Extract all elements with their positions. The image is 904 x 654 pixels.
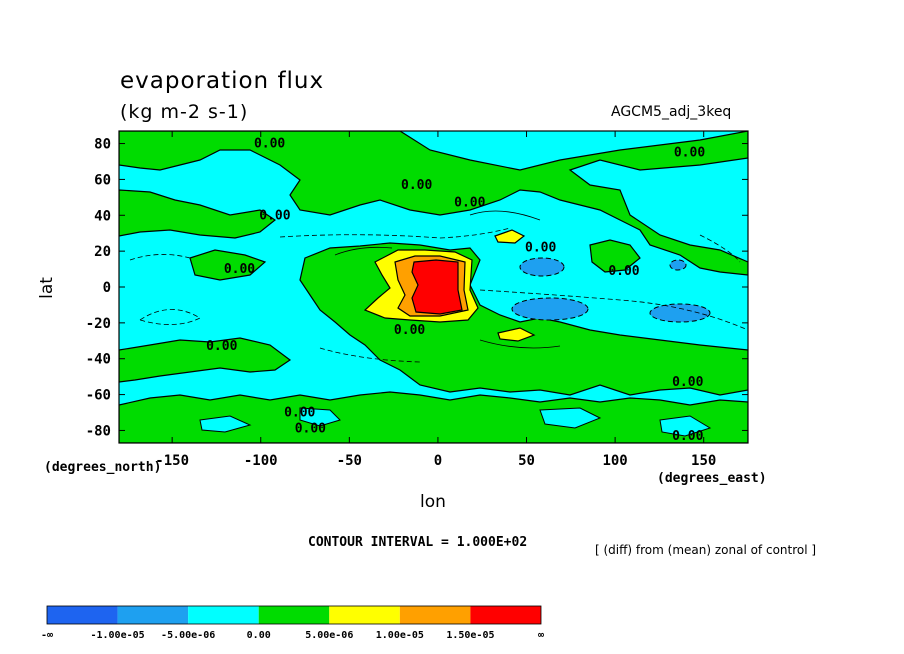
colorbar-swatch bbox=[470, 606, 541, 624]
contour-label: 0.00 bbox=[254, 137, 285, 152]
colorbar-label: 1.00e-05 bbox=[376, 630, 424, 641]
yellow-east bbox=[494, 229, 526, 244]
colorbar-swatch bbox=[117, 606, 189, 624]
contour-9 bbox=[469, 210, 541, 221]
region-east-arm bbox=[589, 239, 641, 273]
colorbar-label: -1.00e-05 bbox=[90, 630, 144, 641]
colorbar-swatch bbox=[47, 606, 118, 624]
contour-label: 0.00 bbox=[259, 208, 290, 223]
y-tick-label: -60 bbox=[86, 388, 111, 404]
x-tick-label: 50 bbox=[518, 453, 535, 469]
colorbar-label: 1.50e-05 bbox=[446, 630, 494, 641]
x-tick-label: 100 bbox=[602, 453, 627, 469]
x-unit-label: (degrees_east) bbox=[657, 471, 767, 486]
map-field: 0.000.000.000.000.000.000.00 0.000.000.00… bbox=[119, 131, 748, 444]
x-tick-label: 0 bbox=[434, 453, 442, 469]
colorbar-swatch bbox=[329, 606, 400, 624]
patch-b bbox=[539, 407, 602, 429]
y-tick-label: 60 bbox=[94, 172, 111, 188]
x-tick-label: 150 bbox=[691, 453, 716, 469]
contour-label: 0.00 bbox=[401, 178, 432, 193]
colorbar: -∞ -1.00e-05 -5.00e-06 0.00 5.00e-06 1.00e-05… bbox=[41, 605, 544, 641]
y-tick-label: -20 bbox=[86, 316, 111, 332]
strong-negative bbox=[511, 257, 711, 323]
region-arctic-west bbox=[119, 131, 748, 276]
neg-1 bbox=[519, 257, 565, 277]
x-tick-label: -150 bbox=[155, 453, 189, 469]
colorbar-frame bbox=[46, 605, 542, 625]
contour-labels: 0.000.000.000.000.000.000.00 0.000.000.00… bbox=[206, 137, 705, 444]
contour-label: 0.00 bbox=[295, 422, 326, 437]
y-tick-label: 0 bbox=[103, 280, 111, 296]
chart-units: (kg m-2 s-1) bbox=[120, 101, 249, 123]
contour-6 bbox=[699, 234, 741, 263]
x-tick-label: -50 bbox=[337, 453, 362, 469]
y-unit-label: (degrees_north) bbox=[44, 460, 162, 475]
contour-label: 0.00 bbox=[394, 323, 425, 338]
contour-label: 0.00 bbox=[206, 339, 237, 354]
patch-a bbox=[299, 407, 341, 427]
colorbar-label: -∞ bbox=[41, 630, 53, 641]
chart-title: evaporation flux bbox=[120, 68, 325, 94]
contour-label: 0.00 bbox=[608, 264, 639, 279]
colorbar-label: 0.00 bbox=[247, 630, 271, 641]
yellow-south bbox=[497, 327, 536, 342]
colorbar-label: -5.00e-06 bbox=[161, 630, 215, 641]
y-tick-label: 80 bbox=[94, 137, 111, 153]
contour-1 bbox=[279, 227, 511, 239]
contour-7 bbox=[334, 246, 393, 256]
colorbar-swatch bbox=[188, 606, 259, 624]
y-tick-label: -80 bbox=[86, 423, 111, 439]
tick-labels: -150 -100 -50 0 50 100 150 80 60 40 20 0 -20 -40 -60 -8… bbox=[86, 137, 717, 469]
region-north-pacific bbox=[119, 189, 277, 239]
region-antarctic bbox=[119, 391, 748, 443]
y-tick-label: 20 bbox=[94, 244, 111, 260]
contour-label: 0.00 bbox=[672, 429, 703, 444]
patch-c bbox=[659, 415, 712, 437]
contour-label: 0.00 bbox=[672, 375, 703, 390]
region-south-west bbox=[119, 337, 292, 383]
y-tick-label: -40 bbox=[86, 352, 111, 368]
diff-note: [ (diff) from (mean) zonal of control ] bbox=[595, 543, 817, 557]
region-west-ridge bbox=[189, 249, 267, 281]
contour-8 bbox=[479, 339, 561, 349]
colorbar-label: 5.00e-06 bbox=[305, 630, 353, 641]
contour-3 bbox=[139, 309, 201, 325]
colorbar-label: ∞ bbox=[538, 630, 544, 641]
contour-5 bbox=[479, 289, 748, 331]
y-tick-label: 40 bbox=[94, 208, 111, 224]
contour-4 bbox=[319, 347, 421, 363]
contour-interval: CONTOUR INTERVAL = 1.000E+02 bbox=[308, 535, 528, 550]
colorbar-swatch bbox=[258, 606, 330, 624]
contour-lines bbox=[129, 210, 748, 363]
neg-2 bbox=[511, 297, 589, 321]
neg-4 bbox=[669, 259, 687, 271]
x-axis-label: lon bbox=[420, 492, 446, 512]
neg-3 bbox=[649, 303, 711, 323]
axis-ticks bbox=[119, 131, 748, 443]
contour-label: 0.00 bbox=[224, 262, 255, 277]
negative-patches bbox=[199, 407, 712, 437]
core-red bbox=[411, 259, 463, 315]
colorbar-swatch bbox=[399, 606, 471, 624]
model-label: AGCM5_adj_3keq bbox=[611, 104, 732, 120]
x-tick-label: -100 bbox=[244, 453, 278, 469]
contour-label: 0.00 bbox=[525, 241, 556, 256]
contour-label: 0.00 bbox=[674, 146, 705, 161]
contour-label: 0.00 bbox=[284, 406, 315, 421]
contour-label: 0.00 bbox=[454, 196, 485, 211]
patch-d bbox=[199, 415, 252, 433]
